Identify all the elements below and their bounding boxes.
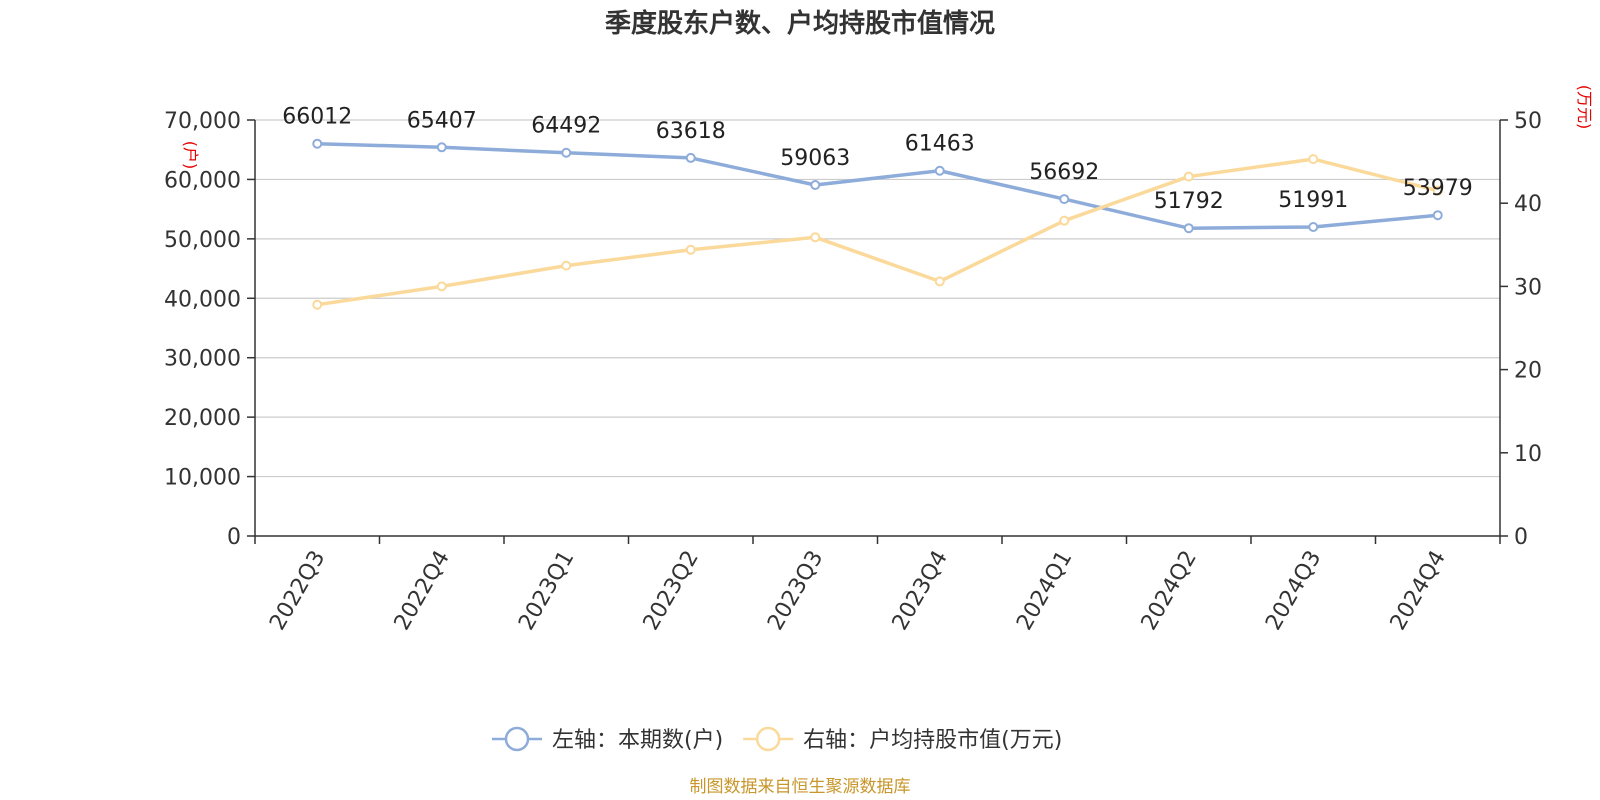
legend-marker-icon [504, 726, 530, 752]
series-1-point [312, 138, 323, 149]
legend-item-2[interactable]: 右轴：户均持股市值(万元) [743, 726, 1062, 753]
data-labels: 66012 65407 64492 63618 59063 61463 56692 51792… [282, 105, 1473, 215]
series-2-point [934, 276, 945, 287]
series-2-point [810, 232, 821, 243]
x-tick-label: 2022Q3 [265, 547, 330, 635]
x-tick-label: 2023Q2 [639, 547, 704, 635]
left-tick-label: 60,000 [164, 168, 241, 193]
right-tick-label: 50 [1514, 109, 1542, 134]
series-2-point [312, 299, 323, 310]
series-1-point [810, 179, 821, 190]
x-tick-label: 2024Q2 [1137, 547, 1202, 635]
left-tick-label: 10,000 [164, 466, 241, 491]
series-1-point [934, 165, 945, 176]
data-label: 61463 [905, 132, 975, 157]
legend-marker-icon [755, 726, 781, 752]
legend-label: 左轴：本期数(户) [552, 728, 723, 753]
data-label: 59063 [780, 146, 850, 171]
series-line-2 [316, 157, 1439, 307]
axes [254, 120, 1501, 537]
source-note: 制图数据来自恒生聚源数据库 [690, 777, 911, 797]
left-tick-label: 40,000 [164, 287, 241, 312]
right-tick-label: 30 [1514, 275, 1542, 300]
series-1-point [1059, 194, 1070, 205]
series-1-point [685, 152, 696, 163]
x-tick-label: 2024Q4 [1386, 547, 1451, 635]
data-label: 63618 [656, 119, 726, 144]
series-line-1 [317, 141, 1438, 230]
left-tick-label: 30,000 [164, 347, 241, 372]
chart-title: 季度股东户数、户均持股市值情况 [605, 8, 995, 39]
right-tick-label: 10 [1514, 442, 1542, 467]
left-tick-label: 0 [227, 525, 241, 550]
series-1-point [1432, 210, 1443, 221]
data-label: 56692 [1029, 160, 1099, 185]
right-tick-label: 40 [1514, 192, 1542, 217]
left-axis-unit: (户) [181, 141, 200, 170]
legend-item-1[interactable]: 左轴：本期数(户) [492, 726, 723, 753]
x-tick-label: 2024Q3 [1261, 547, 1326, 635]
left-tick-label: 20,000 [164, 406, 241, 431]
left-tick-label: 70,000 [164, 109, 241, 134]
series-2-point [1183, 171, 1194, 182]
left-tick-label: 50,000 [164, 228, 241, 253]
x-tick-label: 2023Q3 [763, 547, 828, 635]
legend[interactable]: 左轴：本期数(户) 右轴：户均持股市值(万元) [492, 726, 1062, 753]
legend-label: 右轴：户均持股市值(万元) [803, 728, 1062, 753]
data-label: 65407 [407, 108, 477, 133]
series-1-point [1308, 222, 1319, 233]
right-axis-ticks: 0 10 20 30 40 50 [1500, 109, 1542, 550]
x-axis-ticks: 2022Q3 2022Q4 2023Q1 2023Q2 2023Q3 2023Q4 2024… [254, 536, 1501, 635]
grid-lines [255, 119, 1500, 478]
left-axis-ticks: 0 10,000 20,000 30,000 40,000 50,000 60,000 70,… [164, 109, 255, 550]
series-2-point [436, 281, 447, 292]
x-tick-label: 2024Q1 [1012, 547, 1077, 635]
series-1-point [561, 147, 572, 158]
data-label: 51792 [1154, 189, 1224, 214]
right-axis-unit: (万元) [1575, 85, 1594, 130]
series-1-point [1183, 223, 1194, 234]
right-tick-label: 0 [1514, 525, 1528, 550]
series-2-point [561, 260, 572, 271]
data-label: 53979 [1403, 176, 1473, 201]
x-tick-label: 2023Q4 [888, 547, 953, 635]
x-tick-label: 2023Q1 [514, 547, 579, 635]
series-1-point [436, 142, 447, 153]
series-2-point [1308, 154, 1319, 165]
data-label: 66012 [282, 105, 352, 130]
data-label: 51991 [1278, 188, 1348, 213]
series-2-point [1432, 185, 1443, 196]
series-2-point [1059, 215, 1070, 226]
right-tick-label: 20 [1514, 359, 1542, 384]
x-tick-label: 2022Q4 [390, 547, 455, 635]
series-layer [312, 138, 1443, 310]
data-label: 64492 [531, 114, 601, 139]
series-2-point [685, 244, 696, 255]
